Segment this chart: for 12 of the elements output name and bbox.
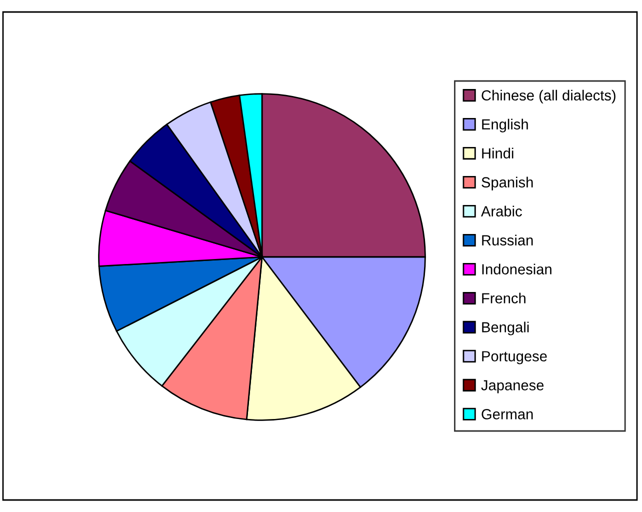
- legend-label: Portugese: [482, 351, 547, 364]
- legend-label: Spanish: [482, 176, 533, 190]
- legend-label: Indonesian: [482, 264, 552, 274]
- legend-label: Russian: [482, 234, 533, 246]
- legend-label: Chinese (all dialects): [482, 90, 616, 104]
- legend-label: Arabic: [481, 206, 522, 216]
- legend-label: Hindi: [482, 148, 514, 159]
- legend-label: French: [482, 292, 526, 304]
- legend-label: German: [482, 409, 533, 420]
- legend-label: Japanese: [481, 380, 544, 394]
- legend-label: English: [482, 118, 528, 132]
- legend-label: Bengali: [482, 322, 529, 336]
